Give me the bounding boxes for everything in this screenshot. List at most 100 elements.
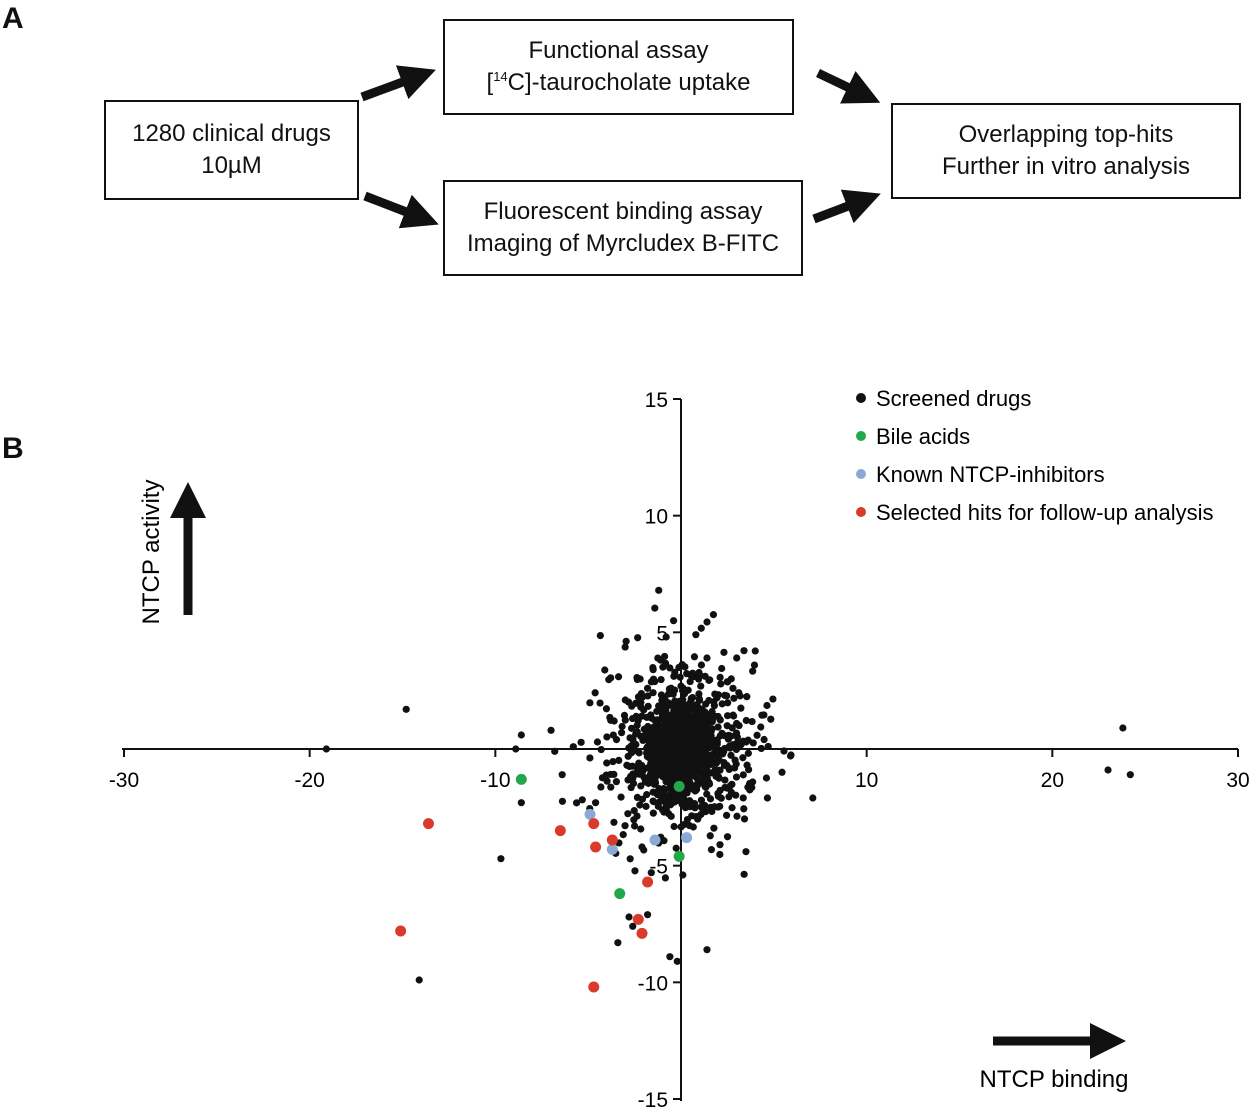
cluster-point	[674, 710, 683, 719]
cluster-point	[666, 664, 674, 672]
cluster-point	[627, 783, 635, 792]
cluster-point	[716, 802, 724, 810]
data-point	[662, 633, 670, 641]
cluster-point	[644, 692, 652, 700]
data-point	[517, 799, 525, 807]
cluster-point	[660, 771, 668, 779]
cluster-point	[692, 759, 700, 767]
cluster-point	[700, 760, 709, 768]
cluster-point	[632, 740, 640, 749]
cluster-point	[697, 796, 706, 804]
cluster-point	[603, 777, 611, 785]
cluster-point	[680, 799, 688, 807]
cluster-point	[643, 791, 651, 799]
panel-a-letter: A	[2, 2, 24, 35]
cluster-point	[607, 783, 615, 791]
clinical-drugs-line1: 1280 clinical drugs	[132, 120, 331, 147]
cluster-point	[673, 765, 681, 774]
cluster-point	[602, 705, 611, 713]
cluster-point	[635, 759, 643, 767]
cluster-point	[670, 822, 678, 831]
data-point	[649, 834, 661, 846]
cluster-point	[727, 732, 735, 740]
cluster-point	[671, 771, 679, 780]
cluster-point	[609, 757, 617, 766]
cluster-point	[622, 637, 630, 645]
cluster-point	[659, 762, 668, 771]
cluster-point	[697, 682, 705, 690]
cluster-point	[691, 787, 699, 795]
cluster-point	[728, 804, 736, 812]
cluster-point	[730, 694, 738, 702]
cluster-point	[602, 771, 610, 779]
cluster-point	[609, 731, 617, 739]
cluster-point	[721, 783, 729, 792]
cluster-point	[703, 618, 711, 626]
cluster-point	[701, 672, 709, 680]
data-point	[603, 759, 611, 767]
data-point	[606, 843, 618, 855]
cluster-point	[730, 764, 739, 772]
data-point	[636, 675, 644, 683]
cluster-point	[655, 784, 663, 793]
cluster-point	[658, 732, 666, 741]
cluster-point	[634, 634, 642, 642]
cluster-point	[707, 846, 716, 854]
cluster-point	[740, 805, 748, 813]
data-point	[666, 953, 674, 961]
cluster-point	[558, 797, 567, 805]
cluster-point	[748, 717, 756, 726]
cluster-point	[636, 801, 644, 809]
data-point	[703, 654, 711, 662]
cluster-point	[743, 761, 751, 769]
clinical-drugs-line2: 10µM	[201, 152, 262, 179]
data-point	[497, 855, 505, 863]
cluster-point	[692, 717, 700, 725]
cluster-point	[750, 661, 759, 669]
cluster-point	[739, 754, 747, 762]
cluster-point	[749, 667, 757, 675]
legend-label: Selected hits for follow-up analysis	[876, 500, 1214, 525]
cluster-point	[732, 719, 741, 728]
data-point	[590, 841, 602, 853]
cluster-point	[686, 725, 695, 733]
data-point	[422, 818, 434, 830]
data-point	[621, 696, 629, 704]
cluster-point	[618, 722, 626, 731]
cluster-point	[649, 809, 657, 817]
cluster-point	[757, 744, 765, 753]
cluster-point	[630, 807, 638, 815]
data-point	[716, 841, 724, 849]
cluster-point	[693, 743, 701, 752]
cluster-point	[654, 654, 662, 662]
cluster-point	[689, 669, 697, 677]
functional-assay-line2: [14C]-taurocholate uptake	[487, 67, 751, 99]
data-point	[617, 729, 626, 737]
cluster-point	[735, 689, 743, 697]
cluster-point	[679, 684, 687, 692]
data-point	[681, 832, 693, 844]
cluster-point	[686, 803, 694, 811]
data-point	[697, 661, 706, 669]
cluster-point	[626, 734, 634, 742]
cluster-point	[667, 713, 675, 721]
cluster-point	[578, 796, 586, 804]
cluster-point	[710, 824, 718, 832]
x-tick-label: 10	[855, 769, 878, 792]
cluster-point	[651, 604, 659, 612]
cluster-point	[685, 821, 694, 830]
cluster-point	[667, 812, 675, 820]
cluster-point	[658, 714, 666, 722]
cluster-point	[662, 704, 670, 712]
data-point	[588, 981, 600, 993]
functional-assay-superscript: 14	[493, 69, 508, 84]
legend-label: Known NTCP-inhibitors	[876, 462, 1105, 487]
cluster-point	[760, 711, 768, 719]
cluster-point	[767, 715, 775, 723]
cluster-point	[676, 673, 684, 681]
cluster-point	[644, 722, 652, 731]
cluster-point	[720, 744, 729, 753]
cluster-point	[666, 747, 675, 755]
cluster-point	[644, 734, 652, 743]
cluster-point	[703, 790, 711, 798]
